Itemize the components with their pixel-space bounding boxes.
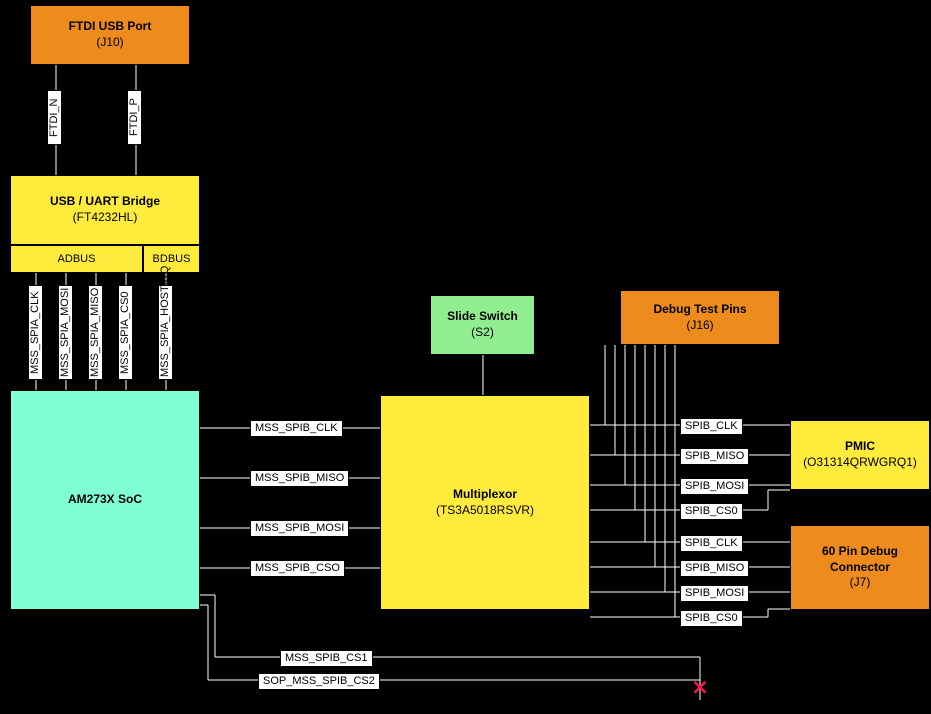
adbus-block: ADBUS — [10, 245, 143, 273]
switch-title: Slide Switch — [447, 309, 518, 325]
label-pmic-spib-cs0: SPIB_CS0 — [680, 503, 743, 520]
label-pmic-spib-clk: SPIB_CLK — [680, 418, 743, 435]
label-mss-spib-cso: MSS_SPIB_CSO — [250, 560, 345, 577]
label-conn-spib-clk: SPIB_CLK — [680, 535, 743, 552]
label-conn-spib-mosi: SPIB_MOSI — [680, 585, 749, 602]
label-pmic-spib-mosi: SPIB_MOSI — [680, 478, 749, 495]
label-sop-mss-spib-cs2: SOP_MSS_SPIB_CS2 — [258, 673, 380, 690]
label-mss-spia-hostirq: MSS_SPIA_HOSTIRQ — [158, 285, 173, 380]
usb-uart-bridge-block: USB / UART Bridge (FT4232HL) — [10, 175, 200, 245]
adbus-title: ADBUS — [58, 252, 96, 266]
slide-switch-block: Slide Switch (S2) — [430, 295, 535, 355]
label-mss-spib-cs1: MSS_SPIB_CS1 — [280, 650, 373, 667]
label-pmic-spib-miso: SPIB_MISO — [680, 448, 749, 465]
ftdi-title: FTDI USB Port — [69, 19, 152, 35]
soc-title: AM273X SoC — [68, 492, 142, 508]
pmic-title: PMIC — [845, 439, 875, 455]
switch-sub: (S2) — [471, 325, 494, 341]
pmic-block: PMIC (O31314QRWGRQ1) — [790, 420, 930, 490]
label-conn-spib-cs0: SPIB_CS0 — [680, 610, 743, 627]
label-mss-spia-mosi: MSS_SPIA_MOSI — [58, 285, 73, 380]
debug-test-pins-block: Debug Test Pins (J16) — [620, 290, 780, 345]
pmic-sub: (O31314QRWGRQ1) — [803, 455, 917, 471]
debug-connector-60pin-block: 60 Pin Debug Connector (J7) — [790, 525, 930, 610]
bridge-sub: (FT4232HL) — [73, 210, 138, 226]
label-mss-spib-miso: MSS_SPIB_MISO — [250, 470, 349, 487]
bdbus-block: BDBUS — [143, 245, 200, 273]
ftdi-sub: (J10) — [96, 35, 123, 51]
label-mss-spia-cs0: MSS_SPIA_CS0 — [118, 285, 133, 380]
label-mss-spib-clk: MSS_SPIB_CLK — [250, 420, 343, 437]
conn60-title: 60 Pin Debug Connector — [791, 544, 929, 575]
dbgpins-title: Debug Test Pins — [653, 302, 746, 318]
ftdi-usb-port-block: FTDI USB Port (J10) — [30, 5, 190, 65]
conn60-sub: (J7) — [850, 575, 871, 591]
label-mss-spib-mosi: MSS_SPIB_MOSI — [250, 520, 349, 537]
label-mss-spia-clk: MSS_SPIA_CLK — [28, 285, 43, 380]
label-ftdi-n: FTDI_N — [47, 90, 62, 145]
bdbus-title: BDBUS — [153, 252, 191, 266]
label-mss-spia-miso: MSS_SPIA_MISO — [88, 285, 103, 380]
label-conn-spib-miso: SPIB_MISO — [680, 560, 749, 577]
multiplexor-block: Multiplexor (TS3A5018RSVR) — [380, 395, 590, 610]
dbgpins-sub: (J16) — [686, 318, 713, 334]
no-connect-icon: ✕ — [692, 676, 709, 701]
mux-sub: (TS3A5018RSVR) — [436, 503, 534, 519]
am273x-soc-block: AM273X SoC — [10, 390, 200, 610]
mux-title: Multiplexor — [453, 487, 517, 503]
label-ftdi-p: FTDI_P — [127, 90, 142, 145]
bridge-title: USB / UART Bridge — [50, 194, 160, 210]
